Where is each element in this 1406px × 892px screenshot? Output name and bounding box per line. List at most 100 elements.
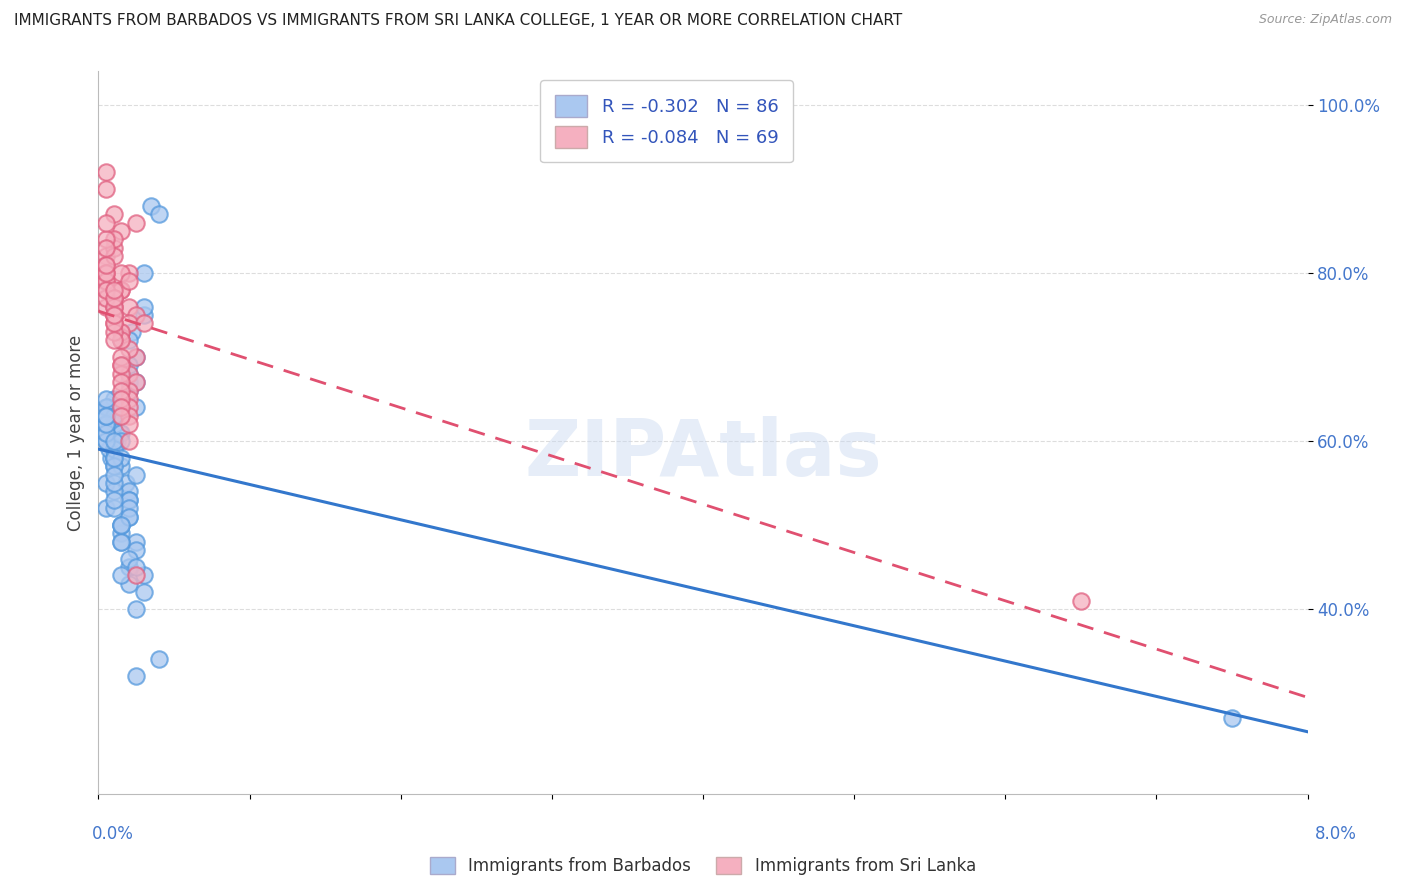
Point bbox=[110, 401, 132, 415]
Text: 8.0%: 8.0% bbox=[1315, 825, 1357, 843]
Point bbox=[118, 401, 141, 415]
Point bbox=[103, 484, 125, 499]
Point bbox=[118, 367, 141, 381]
Point bbox=[110, 384, 132, 398]
Point bbox=[110, 568, 132, 582]
Point bbox=[118, 317, 141, 331]
Point bbox=[103, 308, 125, 322]
Point bbox=[125, 375, 148, 389]
Point bbox=[103, 459, 125, 474]
Point bbox=[148, 207, 170, 221]
Point bbox=[132, 300, 155, 314]
Point bbox=[94, 392, 117, 406]
Point bbox=[103, 492, 125, 507]
Point bbox=[94, 249, 117, 263]
Point bbox=[103, 450, 125, 465]
Point bbox=[110, 333, 132, 347]
Point bbox=[103, 291, 125, 305]
Point bbox=[103, 325, 125, 339]
Point bbox=[125, 568, 148, 582]
Point bbox=[110, 359, 132, 373]
Point bbox=[125, 375, 148, 389]
Point bbox=[110, 283, 132, 297]
Point bbox=[105, 434, 128, 448]
Point bbox=[94, 283, 117, 297]
Point bbox=[94, 258, 117, 272]
Point bbox=[110, 350, 132, 364]
Point bbox=[108, 425, 131, 440]
Point bbox=[110, 367, 132, 381]
Point bbox=[132, 585, 155, 599]
Point bbox=[94, 291, 117, 305]
Point bbox=[118, 384, 141, 398]
Point bbox=[103, 450, 125, 465]
Point bbox=[110, 450, 132, 465]
Point bbox=[110, 534, 132, 549]
Point bbox=[103, 317, 125, 331]
Point bbox=[110, 392, 132, 406]
Point bbox=[125, 350, 148, 364]
Point bbox=[118, 492, 141, 507]
Point bbox=[94, 434, 117, 448]
Point bbox=[118, 509, 141, 524]
Point bbox=[103, 291, 125, 305]
Point bbox=[110, 401, 132, 415]
Point bbox=[110, 526, 132, 541]
Point bbox=[98, 442, 121, 457]
Point bbox=[125, 350, 148, 364]
Point bbox=[110, 224, 132, 238]
Point bbox=[94, 417, 117, 432]
Point bbox=[94, 258, 117, 272]
Point bbox=[125, 543, 148, 558]
Point bbox=[94, 274, 117, 288]
Point bbox=[118, 359, 141, 373]
Point bbox=[118, 392, 141, 406]
Point bbox=[94, 425, 117, 440]
Text: ZIPAtlas: ZIPAtlas bbox=[524, 417, 882, 492]
Point bbox=[118, 551, 141, 566]
Point bbox=[125, 602, 148, 616]
Point bbox=[125, 669, 148, 683]
Point bbox=[110, 333, 132, 347]
Point bbox=[103, 409, 125, 423]
Point bbox=[125, 401, 148, 415]
Point bbox=[94, 417, 117, 432]
Point bbox=[132, 317, 155, 331]
Point bbox=[114, 476, 136, 491]
Point bbox=[103, 459, 125, 474]
Point bbox=[118, 342, 141, 356]
Point bbox=[118, 333, 141, 347]
Point bbox=[118, 509, 141, 524]
Legend: Immigrants from Barbados, Immigrants from Sri Lanka: Immigrants from Barbados, Immigrants fro… bbox=[422, 849, 984, 884]
Point bbox=[103, 467, 125, 482]
Point bbox=[132, 308, 155, 322]
Point bbox=[118, 577, 141, 591]
Point bbox=[110, 283, 132, 297]
Point bbox=[110, 409, 132, 423]
Point bbox=[103, 308, 125, 322]
Point bbox=[118, 384, 141, 398]
Point bbox=[118, 409, 141, 423]
Point bbox=[118, 501, 141, 516]
Point bbox=[118, 375, 141, 389]
Point bbox=[94, 232, 117, 246]
Point bbox=[118, 434, 141, 448]
Point bbox=[94, 283, 117, 297]
Point bbox=[118, 492, 141, 507]
Point bbox=[94, 417, 117, 432]
Point bbox=[103, 207, 125, 221]
Point bbox=[103, 241, 125, 255]
Point bbox=[118, 367, 141, 381]
Point bbox=[132, 266, 155, 280]
Legend: R = -0.302   N = 86, R = -0.084   N = 69: R = -0.302 N = 86, R = -0.084 N = 69 bbox=[540, 80, 793, 162]
Point bbox=[94, 274, 117, 288]
Point bbox=[94, 300, 117, 314]
Point bbox=[110, 534, 132, 549]
Point bbox=[125, 467, 148, 482]
Point bbox=[103, 232, 125, 246]
Point bbox=[118, 484, 141, 499]
Point bbox=[94, 501, 117, 516]
Point bbox=[94, 476, 117, 491]
Point bbox=[141, 199, 163, 213]
Point bbox=[121, 325, 143, 339]
